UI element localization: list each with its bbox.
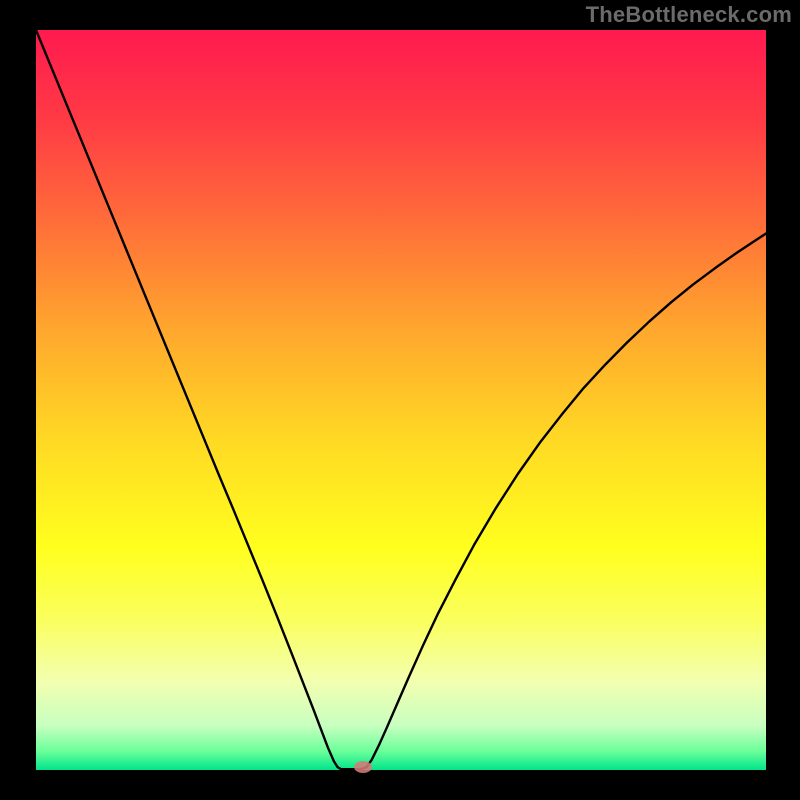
chart-svg [0,0,800,800]
chart-root: TheBottleneck.com [0,0,800,800]
watermark-text: TheBottleneck.com [586,2,792,28]
plot-background [36,30,766,770]
marker-dot [354,761,372,773]
